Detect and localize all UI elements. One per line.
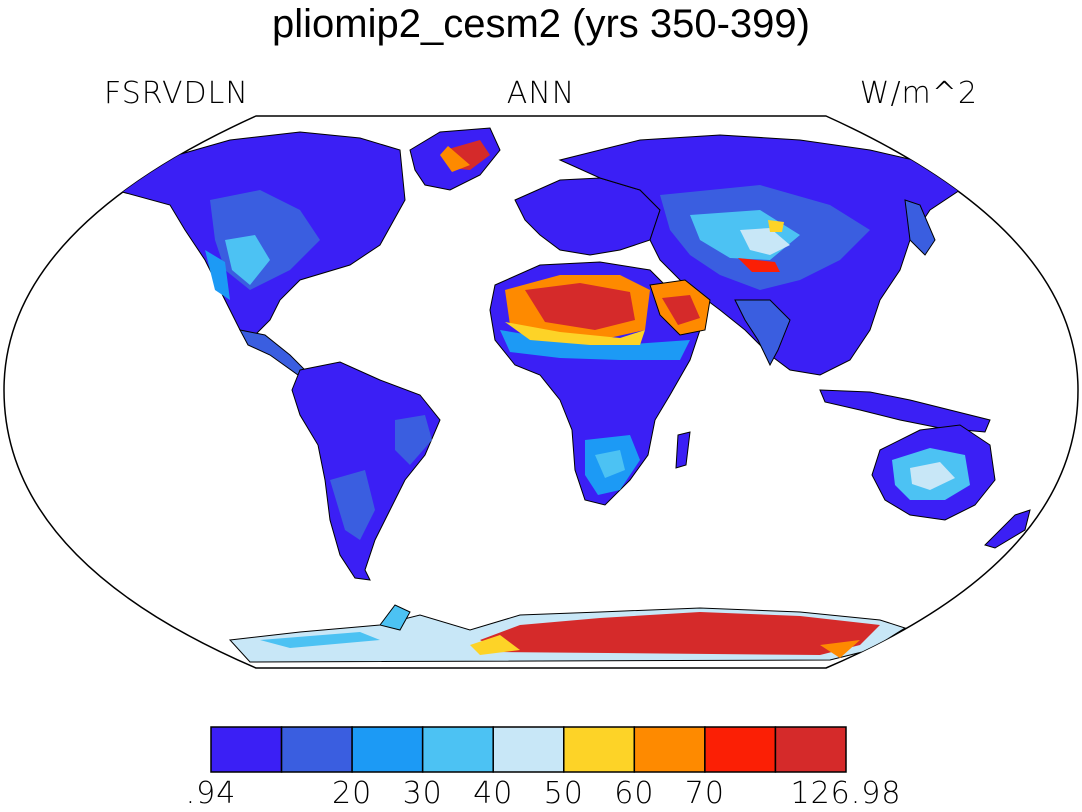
na-west — [205, 250, 230, 300]
sa-south — [330, 470, 375, 540]
colorbar-box — [492, 726, 565, 773]
colorbar-box — [351, 726, 424, 773]
colorbar-tick-label: 30 — [402, 776, 443, 811]
plot-title: pliomip2_cesm2 (yrs 350-399) — [271, 2, 810, 46]
colorbar-tick-label: 20 — [332, 776, 373, 811]
sahara-core — [525, 283, 635, 330]
units-label: W/m^2 — [859, 76, 978, 111]
colorbar-box — [280, 726, 353, 773]
asia-deserts — [740, 228, 790, 255]
colorbar-box — [563, 726, 636, 773]
tibet-hot — [738, 258, 780, 272]
colorbar-tick-label: 126.98 — [790, 776, 902, 811]
antarctica-east — [480, 612, 880, 655]
japan — [904, 199, 936, 256]
europe — [514, 177, 661, 256]
variable-label: FSRVDLN — [104, 76, 249, 111]
colorbar-box — [704, 726, 777, 773]
colorbar-box — [633, 726, 706, 773]
new-zealand — [984, 509, 1031, 549]
antarctic-peninsula — [379, 604, 411, 631]
colorbar — [210, 726, 847, 773]
india — [734, 299, 791, 367]
season-label: ANN — [506, 76, 576, 111]
south-america — [291, 361, 441, 581]
colorbar-tick-label: 70 — [684, 776, 725, 811]
madagascar — [675, 431, 691, 469]
world-map — [3, 115, 1079, 669]
indonesia — [819, 389, 991, 433]
sa-east — [395, 415, 432, 465]
colorbar-box — [210, 726, 283, 773]
colorbar-box — [421, 726, 494, 773]
na-plains — [225, 235, 270, 285]
colorbar-tick-label: .94 — [185, 776, 237, 811]
colorbar-tick-label: 40 — [473, 776, 514, 811]
colorbar-tick-label: 50 — [543, 776, 584, 811]
colorbar-box — [774, 726, 847, 773]
colorbar-tick-label: 60 — [614, 776, 655, 811]
